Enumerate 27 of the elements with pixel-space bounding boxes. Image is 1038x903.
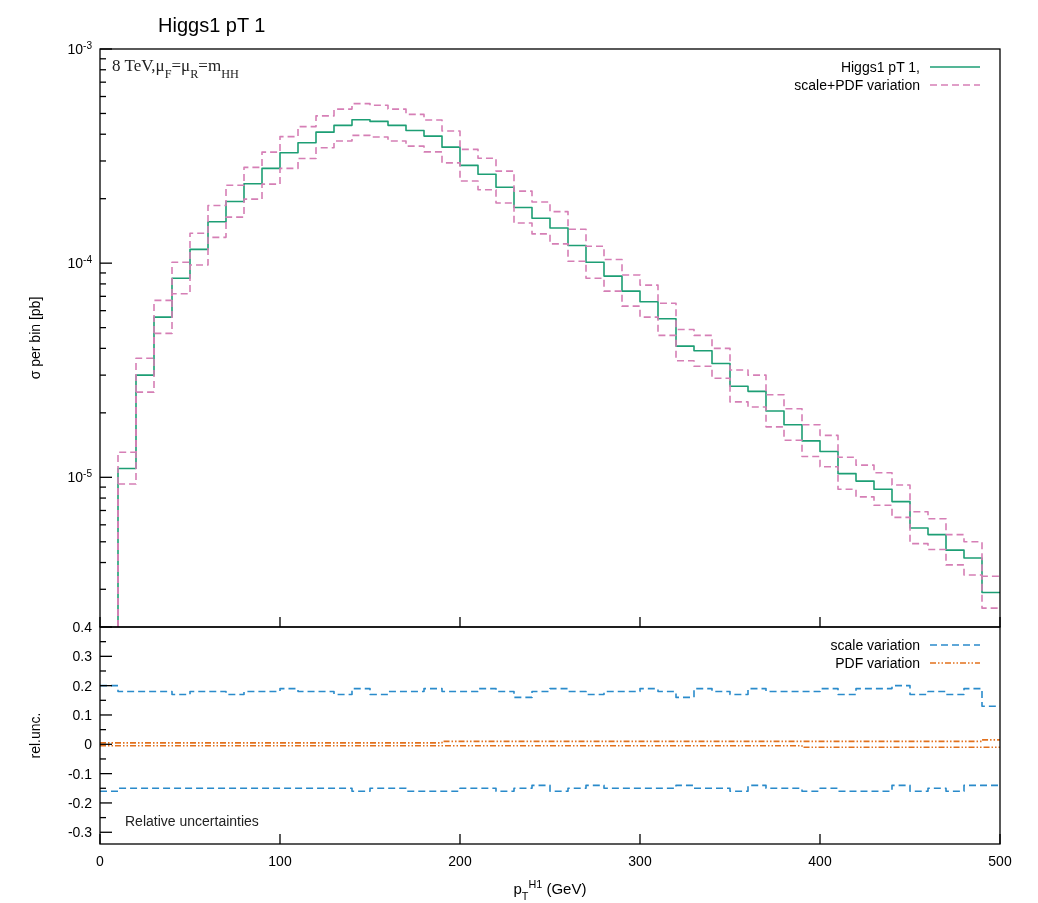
legend-label: scale+PDF variation (794, 77, 920, 93)
annotation: Relative uncertainties (125, 813, 259, 829)
x-tick-label: 100 (268, 853, 292, 869)
y-tick-label: 0.2 (72, 677, 93, 694)
x-tick-label: 500 (988, 853, 1012, 869)
legend-label: Higgs1 pT 1, (840, 59, 920, 75)
y-tick-label: 0.4 (72, 619, 93, 635)
annotation: 8 TeV,μ$_{F}$=μ$_{R}$=m$_{HH}$ (112, 56, 239, 81)
y-tick-label: 10$^{-5}$ (67, 467, 93, 486)
y-tick-label: 10$^{-4}$ (67, 253, 93, 272)
x-tick-label: 400 (808, 853, 832, 869)
chart-title: Higgs1 pT 1 (158, 14, 266, 36)
y-tick-label: 10$^{-3}$ (67, 39, 93, 57)
x-tick-label: 200 (448, 853, 472, 869)
legend-label: scale variation (830, 637, 920, 653)
x-axis-title: p$_{T}$$^{H1}$ (GeV) (513, 878, 587, 902)
x-tick-label: 0 (96, 853, 105, 869)
y-tick-label: 0.3 (72, 648, 93, 665)
y-axis-title: rel.unc. (27, 712, 43, 759)
y-tick-label: 0 (84, 736, 93, 753)
y-axis-title: σ per bin [pb] (27, 296, 43, 380)
y-tick-label: -0.3 (67, 824, 93, 841)
x-tick-label: 300 (628, 853, 652, 869)
y-tick-label: -0.2 (67, 794, 93, 811)
y-tick-label: -0.1 (67, 765, 93, 782)
legend-label: PDF variation (835, 655, 920, 671)
y-tick-label: 0.1 (72, 706, 93, 723)
